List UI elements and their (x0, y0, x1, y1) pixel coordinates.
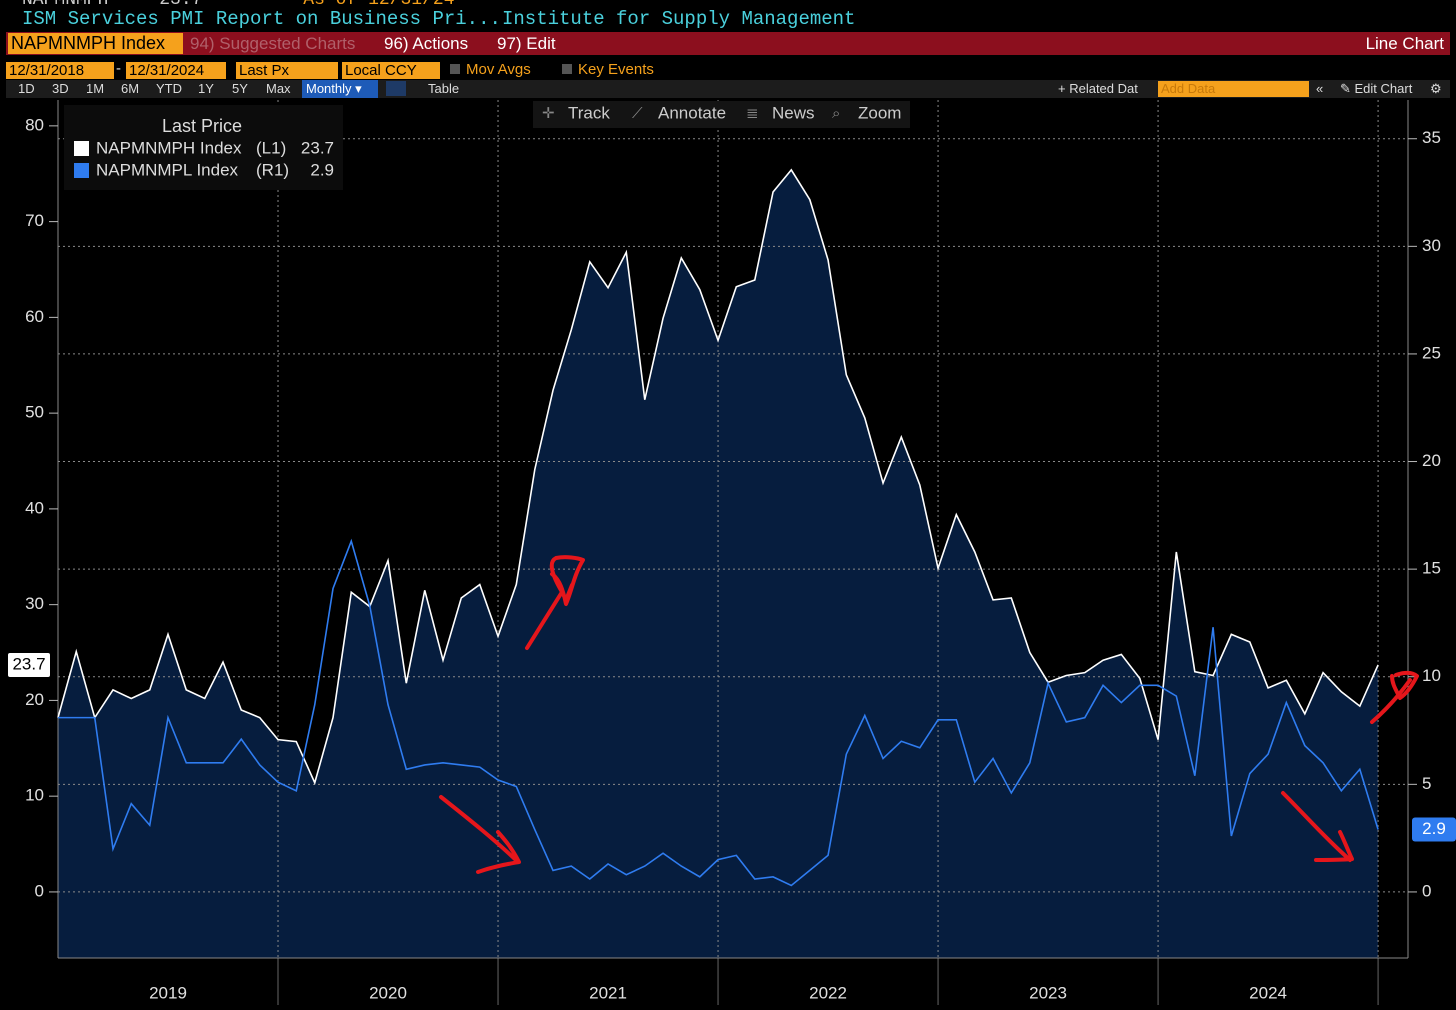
line (57, 168, 1379, 786)
tool[interactable]: Annotate (658, 103, 726, 122)
legend-swatch (74, 163, 89, 178)
legend-value: 2.9 (310, 160, 334, 179)
legend-title: Last Price (162, 116, 242, 136)
x-tick-label: 2020 (369, 983, 407, 1002)
legend-axis: (L1) (256, 138, 286, 157)
y2-tick-label: 10 (1422, 666, 1441, 685)
line (58, 538, 1379, 887)
y-tick-label: 0 (35, 881, 44, 900)
last: 23.7 (159, 0, 203, 10)
source: Institute for Supply Management (502, 8, 856, 30)
period[interactable]: 6M (121, 81, 140, 96)
related[interactable]: + Related Dat (1058, 81, 1138, 96)
tool[interactable]: Track (568, 103, 610, 122)
legend-box (64, 105, 343, 190)
legend-name: NAPMNMPL Index (96, 160, 239, 179)
y2-tick-label: 20 (1422, 451, 1441, 470)
toggle[interactable]: Mov Avgs (466, 61, 531, 78)
y2-tick-label: 5 (1422, 774, 1431, 793)
period[interactable]: YTD (156, 81, 182, 96)
last-badge (1412, 817, 1456, 842)
last-badge-label: 23.7 (12, 654, 45, 673)
start-date[interactable]: 12/31/2018 (6, 62, 114, 79)
add-data[interactable]: Add Data (1158, 81, 1309, 97)
tool-bar (533, 101, 910, 128)
annotations (439, 555, 1419, 874)
period[interactable]: Max (266, 81, 291, 96)
y-tick-label: 80 (25, 115, 44, 134)
arrow (1281, 791, 1354, 862)
y-tick-label: 10 (25, 786, 44, 805)
tool-icon: ⌕ (832, 105, 840, 122)
y2-tick-label: 0 (1422, 881, 1431, 900)
x-tick-label: 2023 (1029, 983, 1067, 1002)
tool[interactable]: Zoom (858, 103, 901, 122)
x-tick-label: 2022 (809, 983, 847, 1002)
x-tick-label: 2021 (589, 983, 627, 1002)
arrow (439, 795, 521, 874)
period[interactable]: 3D (52, 81, 69, 96)
chart-type[interactable]: Line Chart (1365, 34, 1444, 53)
tool-icon: ✛ (542, 105, 555, 122)
currency[interactable]: Local CCY (342, 62, 440, 79)
y-tick-label: 60 (25, 307, 44, 326)
legend-swatch (74, 141, 89, 156)
period[interactable]: 5Y (232, 81, 248, 96)
period[interactable]: 1M (86, 81, 105, 96)
y-tick-label: 50 (25, 403, 44, 422)
legend-value: 23.7 (301, 138, 334, 157)
y-tick-label: 40 (25, 498, 44, 517)
menu-item[interactable]: 94) Suggested Charts (190, 34, 356, 53)
period[interactable]: 1D (18, 81, 35, 96)
area-fill (58, 169, 1379, 958)
y2-tick-label: 35 (1422, 128, 1441, 147)
arrow (525, 555, 585, 650)
checkbox[interactable] (562, 64, 572, 74)
security[interactable]: NAPMNMPH Index (8, 33, 183, 54)
menu-item[interactable]: 97) Edit (497, 34, 556, 53)
collapse[interactable]: « (1316, 81, 1324, 96)
end-date[interactable]: 12/31/2024 (126, 62, 226, 79)
legend-name: NAPMNMPH Index (96, 138, 242, 157)
y-tick-label: 70 (25, 211, 44, 230)
last-badge (8, 652, 50, 677)
date-sep: - (116, 60, 121, 77)
y-tick-label: 30 (25, 594, 44, 613)
field[interactable]: Last Px (236, 62, 338, 79)
y2-tick-label: 30 (1422, 236, 1441, 255)
legend-axis: (R1) (256, 160, 289, 179)
tool-icon: ⟋ (632, 105, 643, 122)
tool-icon: ≣ (746, 105, 759, 122)
settings[interactable]: ⚙ (1430, 81, 1442, 96)
arrow (1370, 670, 1419, 724)
menu-item[interactable]: 96) Actions (384, 34, 469, 53)
period[interactable]: 1Y (198, 81, 214, 96)
y-tick-label: 20 (25, 690, 44, 709)
y2-tick-label: 25 (1422, 343, 1441, 362)
x-tick-label: 2024 (1249, 983, 1287, 1002)
as-of: As of 12/31/24 (303, 0, 455, 10)
toggle[interactable]: Key Events (578, 61, 654, 78)
checkbox[interactable] (450, 64, 460, 74)
chart-icon[interactable] (386, 81, 406, 96)
x-tick-label: 2019 (149, 983, 187, 1002)
description: ISM Services PMI Report on Business Pri.… (22, 8, 501, 30)
y2-tick-label: 15 (1422, 559, 1441, 578)
menu-bar (6, 32, 1450, 55)
tool[interactable]: News (772, 103, 815, 122)
top-line: NAPMNMPH 23.7 As of 12/31/24 (22, 0, 455, 10)
edit-chart[interactable]: ✎ Edit Chart (1340, 81, 1413, 96)
last-badge-label: 2.9 (1422, 819, 1446, 838)
table[interactable]: Table (428, 81, 460, 96)
edit-chart-label: Edit Chart (1354, 81, 1413, 96)
frequency[interactable]: Monthly ▾ (302, 80, 378, 98)
ticker: NAPMNMPH (22, 0, 109, 10)
